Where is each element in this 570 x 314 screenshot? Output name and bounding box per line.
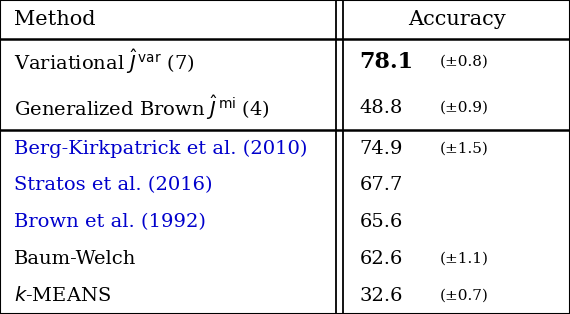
Text: 32.6: 32.6 [360, 287, 403, 305]
Text: 65.6: 65.6 [360, 213, 403, 231]
Text: (±0.8): (±0.8) [439, 55, 488, 69]
Text: Berg-Kirkpatrick et al. (2010): Berg-Kirkpatrick et al. (2010) [14, 139, 308, 158]
Text: (±0.9): (±0.9) [439, 100, 488, 115]
Text: (±1.5): (±1.5) [439, 142, 488, 156]
Text: Stratos et al. (2016): Stratos et al. (2016) [14, 176, 213, 194]
Text: 62.6: 62.6 [360, 250, 403, 268]
Text: Accuracy: Accuracy [409, 10, 506, 29]
Text: (±0.7): (±0.7) [439, 289, 488, 303]
Text: 48.8: 48.8 [360, 99, 403, 116]
Text: 74.9: 74.9 [360, 140, 403, 158]
Text: $k$-MEANS: $k$-MEANS [14, 286, 111, 305]
Text: Variational $\widehat{J}^{\,\mathrm{var}}$ (7): Variational $\widehat{J}^{\,\mathrm{var}… [14, 47, 195, 77]
Text: Baum-Welch: Baum-Welch [14, 250, 137, 268]
Text: 67.7: 67.7 [360, 176, 403, 194]
Text: 78.1: 78.1 [360, 51, 414, 73]
Text: (±1.1): (±1.1) [439, 252, 488, 266]
Text: Brown et al. (1992): Brown et al. (1992) [14, 213, 206, 231]
Text: Method: Method [14, 10, 96, 29]
Text: Generalized Brown $\widehat{J}^{\,\mathrm{mi}}$ (4): Generalized Brown $\widehat{J}^{\,\mathr… [14, 93, 270, 122]
